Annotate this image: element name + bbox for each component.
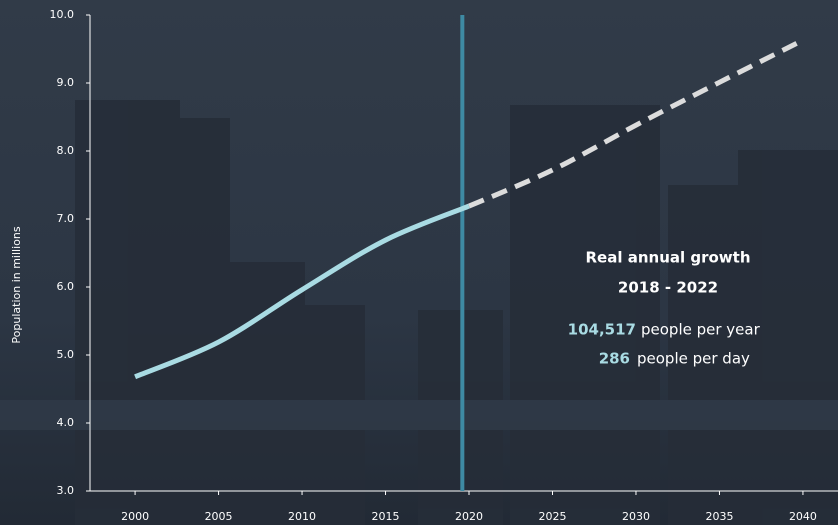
y-tick-label: 9.0 — [57, 76, 75, 89]
series-line — [468, 37, 805, 209]
x-tick-label: 2000 — [121, 510, 149, 523]
x-tick-label: 2025 — [538, 510, 566, 523]
annotation-period: 2018 - 2022 — [618, 279, 718, 297]
annotation-title: Real annual growth — [586, 249, 751, 267]
y-tick-label: 5.0 — [57, 348, 75, 361]
x-tick-label: 2040 — [789, 510, 817, 523]
x-tick-label: 2010 — [288, 510, 316, 523]
y-tick-label: 10.0 — [50, 8, 75, 21]
annotation: Real annual growth 2018 - 2022 104,517 p… — [568, 249, 761, 368]
skyline — [0, 100, 838, 525]
x-tick-label: 2030 — [622, 510, 650, 523]
stat-number: 286 — [599, 350, 630, 368]
stat-number: 104,517 — [568, 321, 636, 339]
y-tick-label: 4.0 — [57, 416, 75, 429]
x-tick-label: 2015 — [372, 510, 400, 523]
y-tick-label: 7.0 — [57, 212, 75, 225]
series-line — [134, 203, 470, 380]
x-tick-label: 2020 — [455, 510, 483, 523]
stat-text: people per year — [641, 321, 761, 339]
x-tick-label: 2005 — [205, 510, 233, 523]
y-tick-label: 3.0 — [57, 484, 75, 497]
x-tick-label: 2035 — [705, 510, 733, 523]
y-tick-label: 8.0 — [57, 144, 75, 157]
stat-text: people per day — [637, 350, 750, 368]
y-tick-label: 6.0 — [57, 280, 75, 293]
y-axis-label: Population in millions — [10, 226, 23, 343]
